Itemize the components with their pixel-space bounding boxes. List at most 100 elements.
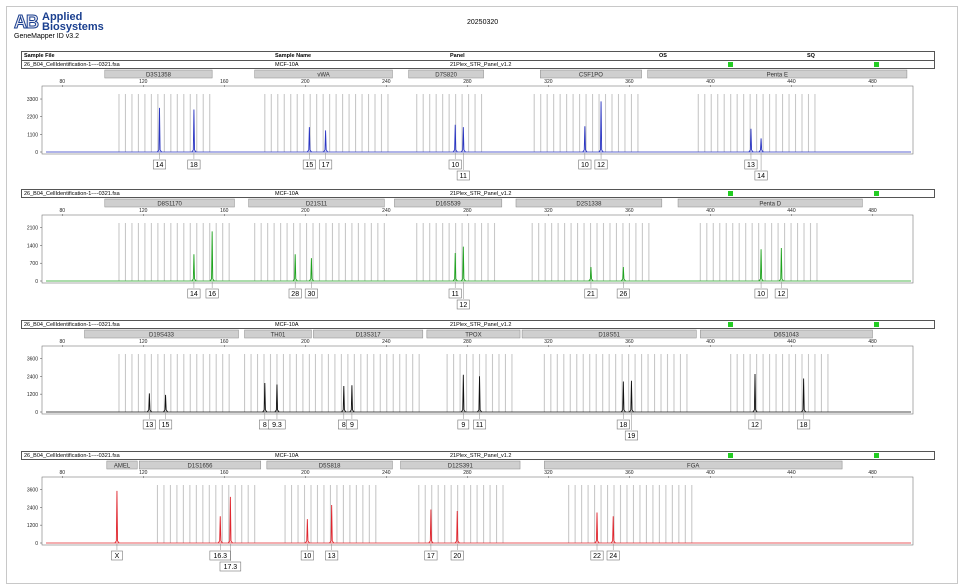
allele-peak[interactable] — [476, 376, 483, 413]
allele-call-label[interactable]: 17 — [319, 159, 333, 170]
allele-call-label[interactable]: 9.3 — [268, 419, 286, 430]
allele-call-label[interactable]: 14 — [754, 170, 768, 181]
allele-peak[interactable] — [801, 378, 807, 413]
header-os[interactable]: OS — [659, 53, 667, 59]
allele-peak[interactable] — [460, 374, 466, 413]
allele-peak[interactable] — [628, 380, 634, 413]
allele-peak[interactable] — [620, 266, 626, 282]
allele-call-label[interactable]: 10 — [754, 288, 768, 299]
locus-marker[interactable]: D16S539 — [394, 198, 503, 208]
allele-peak[interactable] — [349, 385, 355, 413]
allele-peak[interactable] — [428, 509, 434, 544]
electropherogram-plot[interactable]: D3S1358 vWA D7S820 CSF1PO Penta E80 120 160 200… — [21, 69, 933, 191]
allele-call-label[interactable]: 9 — [457, 419, 470, 430]
electropherogram-plot[interactable]: D8S1170 D21S11 D16S539 D2S1338 Penta D80 120 1… — [21, 198, 933, 320]
allele-call-label[interactable]: 22 — [590, 550, 604, 561]
allele-call-label[interactable]: 13 — [325, 550, 339, 561]
header-sample-file[interactable]: Sample File — [24, 53, 55, 59]
locus-marker[interactable]: D12S391 — [400, 460, 521, 470]
allele-call-label[interactable]: 14 — [187, 288, 201, 299]
locus-marker[interactable]: Penta D — [677, 198, 863, 208]
allele-peak[interactable] — [156, 107, 163, 153]
locus-marker[interactable]: D2S1338 — [515, 198, 663, 208]
allele-call-label[interactable]: 11 — [448, 288, 462, 299]
allele-call-label[interactable]: 26 — [616, 288, 630, 299]
allele-peak[interactable] — [582, 126, 588, 153]
allele-call-label[interactable]: 15 — [159, 419, 173, 430]
header-panel[interactable]: Panel — [450, 53, 465, 59]
allele-call-label[interactable]: 18 — [797, 419, 811, 430]
allele-peak[interactable] — [778, 247, 784, 282]
locus-marker[interactable]: D5S818 — [266, 460, 393, 470]
allele-call-label[interactable]: 13 — [744, 159, 758, 170]
sample-info-row[interactable]: 26_B04_CellIdentification-1----0321.fsa … — [21, 189, 935, 198]
locus-marker[interactable]: D3S1358 — [104, 69, 213, 79]
allele-peak[interactable] — [262, 382, 268, 413]
allele-peak[interactable] — [748, 128, 754, 153]
allele-peak[interactable] — [620, 381, 626, 413]
allele-peak[interactable] — [323, 130, 329, 153]
allele-call-label[interactable]: 12 — [456, 299, 470, 310]
allele-call-label[interactable]: 18 — [187, 159, 201, 170]
locus-marker[interactable]: D21S11 — [248, 198, 385, 208]
allele-peak[interactable] — [594, 512, 600, 544]
allele-call-label[interactable]: 18 — [616, 419, 630, 430]
locus-marker[interactable]: CSF1PO — [540, 69, 642, 79]
sample-info-row[interactable]: 26_B04_CellIdentification-1----0321.fsa … — [21, 451, 935, 460]
allele-call-label[interactable]: 12 — [594, 159, 608, 170]
allele-call-label[interactable]: 11 — [456, 170, 470, 181]
locus-marker[interactable]: FGA — [544, 460, 843, 470]
locus-marker[interactable]: D7S820 — [408, 69, 484, 79]
locus-marker[interactable]: vWA — [254, 69, 393, 79]
locus-marker[interactable]: D19S433 — [84, 329, 239, 339]
allele-peak[interactable] — [752, 374, 758, 413]
allele-call-label[interactable]: 10 — [448, 159, 462, 170]
sample-info-row[interactable]: 26_B04_CellIdentification-1----0321.fsa … — [21, 320, 935, 329]
allele-call-label[interactable]: 19 — [624, 430, 638, 441]
allele-peak[interactable] — [454, 511, 460, 544]
locus-marker[interactable]: D13S317 — [313, 329, 424, 339]
sample-info-row[interactable]: 26_B04_CellIdentification-1----0321.fsa … — [21, 60, 935, 69]
allele-peak[interactable] — [306, 127, 312, 153]
allele-call-label[interactable]: 20 — [450, 550, 464, 561]
allele-call-label[interactable]: 17.3 — [219, 561, 242, 572]
allele-call-label[interactable]: 13 — [142, 419, 156, 430]
allele-call-label[interactable]: 11 — [473, 419, 487, 430]
locus-marker[interactable]: TPOX — [426, 329, 521, 339]
locus-marker[interactable]: Penta E — [647, 69, 908, 79]
allele-call-label[interactable]: 28 — [288, 288, 302, 299]
allele-call-label[interactable]: 24 — [606, 550, 620, 561]
allele-call-label[interactable]: X — [111, 550, 123, 561]
header-sample-name[interactable]: Sample Name — [275, 53, 312, 59]
allele-peak[interactable] — [758, 249, 764, 282]
header-sq[interactable]: SQ — [807, 53, 815, 59]
allele-peak[interactable] — [460, 246, 466, 282]
allele-peak[interactable] — [114, 490, 120, 544]
allele-peak[interactable] — [460, 127, 466, 153]
allele-peak[interactable] — [191, 254, 197, 282]
allele-call-label[interactable]: 9 — [346, 419, 358, 430]
allele-peak[interactable] — [217, 516, 223, 544]
allele-peak[interactable] — [610, 516, 616, 544]
allele-call-label[interactable]: 10 — [578, 159, 592, 170]
allele-peak[interactable] — [758, 138, 764, 153]
allele-call-label[interactable]: 12 — [748, 419, 762, 430]
locus-marker[interactable]: D18S51 — [521, 329, 697, 339]
allele-call-label[interactable]: 12 — [774, 288, 788, 299]
allele-peak[interactable] — [452, 124, 458, 153]
allele-peak[interactable] — [304, 519, 310, 544]
allele-call-label[interactable]: 16 — [205, 288, 219, 299]
allele-peak[interactable] — [341, 385, 347, 413]
allele-peak[interactable] — [227, 496, 233, 544]
locus-marker[interactable]: AMEL — [106, 460, 138, 470]
allele-peak[interactable] — [329, 505, 335, 544]
allele-peak[interactable] — [308, 258, 314, 282]
locus-marker[interactable]: D6S1043 — [700, 329, 873, 339]
allele-peak[interactable] — [452, 253, 458, 282]
locus-marker[interactable]: D8S1170 — [104, 198, 235, 208]
allele-peak[interactable] — [274, 384, 280, 413]
allele-peak[interactable] — [292, 254, 298, 282]
allele-peak[interactable] — [598, 101, 604, 153]
allele-peak[interactable] — [588, 266, 594, 282]
